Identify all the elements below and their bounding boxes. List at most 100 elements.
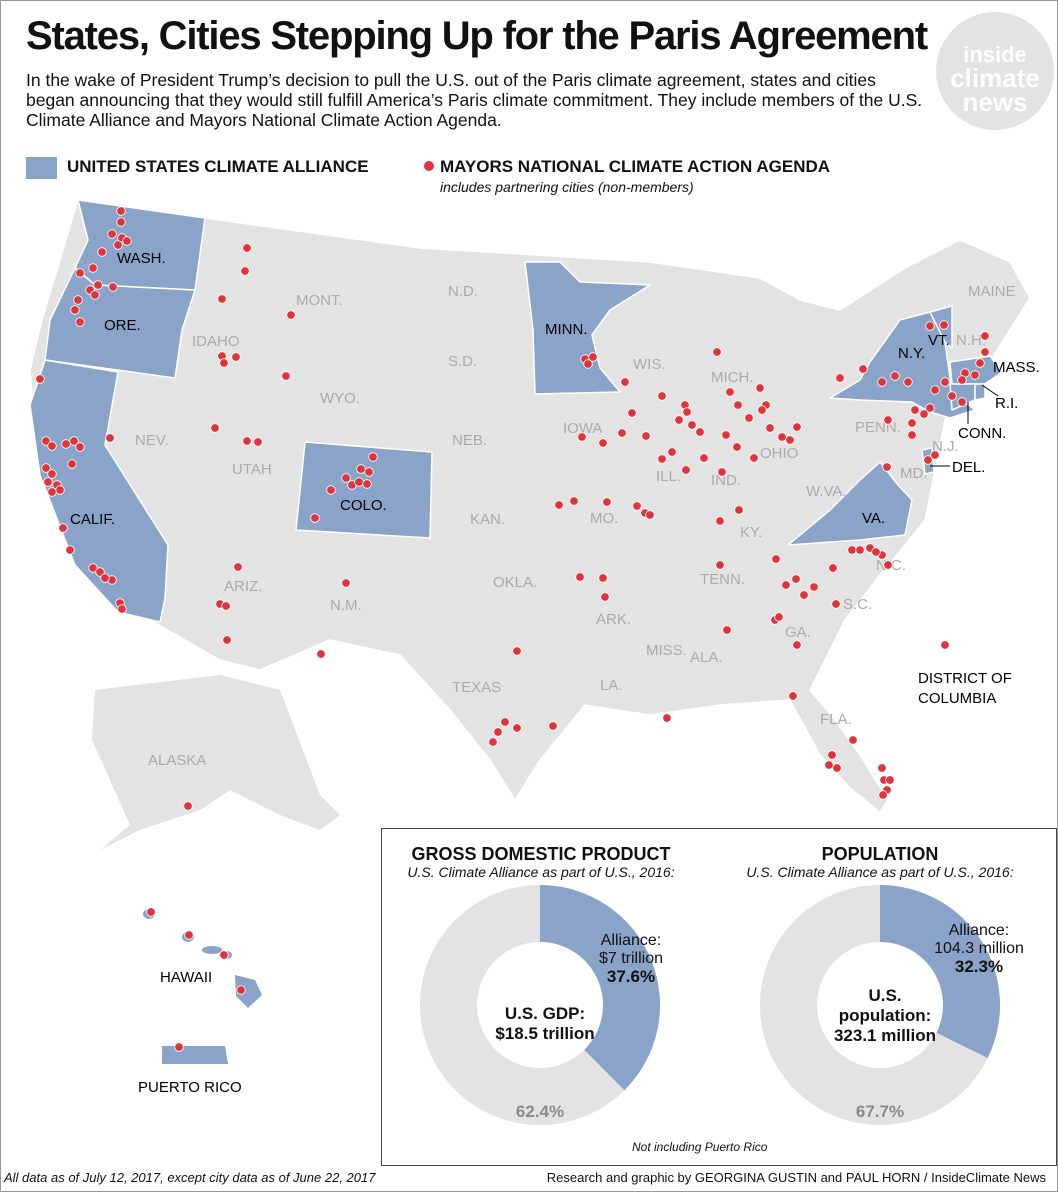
city-dot — [877, 377, 887, 387]
label-mo: MO. — [590, 510, 618, 527]
city-dot — [792, 422, 802, 432]
label-kan: KAN. — [470, 511, 505, 528]
legend-alliance: UNITED STATES CLIMATE ALLIANCE — [67, 157, 369, 176]
city-dot — [620, 377, 630, 387]
city-dot — [645, 510, 655, 520]
city-dot — [757, 405, 767, 415]
label-wis: WIS. — [633, 356, 666, 373]
city-dot — [221, 601, 231, 611]
population-alliance-line1: Alliance: — [948, 922, 1010, 939]
city-dot — [809, 582, 819, 592]
city-dots — [35, 206, 990, 1052]
city-dot — [105, 433, 115, 443]
city-dot — [174, 1042, 184, 1052]
city-dot — [575, 572, 585, 582]
city-dot — [356, 464, 366, 474]
label-del: DEL. — [952, 459, 985, 476]
label-nev: NEV. — [135, 432, 169, 449]
label-ny: N.Y. — [898, 345, 925, 362]
label-ga: GA. — [785, 624, 811, 641]
city-dot — [940, 640, 950, 650]
city-dot — [598, 573, 608, 583]
state-virginia — [787, 461, 913, 546]
label-minn: MINN. — [545, 321, 588, 338]
city-dot — [890, 371, 900, 381]
city-dot — [310, 513, 320, 523]
footer-data-note: All data as of July 12, 2017, except cit… — [4, 1170, 376, 1185]
state-rhode-island — [974, 383, 986, 401]
population-center-line2: population: — [838, 1006, 932, 1025]
city-dot — [947, 391, 957, 401]
city-dot — [695, 427, 705, 437]
label-dc-line1: DISTRICT OF — [918, 670, 1012, 687]
city-dot — [75, 442, 85, 452]
city-dot — [146, 907, 156, 917]
city-dot — [774, 612, 784, 622]
city-dot — [217, 294, 227, 304]
city-dot — [858, 364, 868, 374]
population-subtitle: U.S. Climate Alliance as part of U.S., 2… — [746, 864, 1014, 880]
gdp-alliance-label: Alliance: $7 trillion 37.6% — [586, 932, 676, 987]
legend-mayors: MAYORS NATIONAL CLIMATE ACTION AGENDA — [440, 157, 831, 176]
city-dot — [925, 403, 935, 413]
label-iowa: IOWA — [563, 420, 602, 437]
page-title: States, Cities Stepping Up for the Paris… — [26, 14, 928, 58]
city-dot — [107, 229, 117, 239]
population-donut — [760, 885, 1001, 1125]
label-nm: N.M. — [330, 597, 362, 614]
city-dot — [788, 691, 798, 701]
gdp-subtitle: U.S. Climate Alliance as part of U.S., 2… — [407, 864, 675, 880]
label-nd: N.D. — [448, 283, 478, 300]
label-puerto-rico: PUERTO RICO — [138, 1079, 242, 1096]
city-dot — [907, 430, 917, 440]
city-dot — [883, 415, 893, 425]
city-dot — [116, 206, 126, 216]
city-dot — [316, 649, 326, 659]
city-dot — [657, 391, 667, 401]
population-alliance-percent: 32.3% — [954, 957, 1004, 976]
city-dot — [721, 430, 731, 440]
city-dot — [907, 418, 917, 428]
city-dot — [781, 580, 791, 590]
population-center-line1: U.S. — [868, 986, 902, 1005]
city-dot — [824, 760, 834, 770]
city-dot — [712, 347, 722, 357]
city-dot — [957, 397, 967, 407]
city-dot — [657, 454, 667, 464]
city-dot — [831, 599, 841, 609]
label-utah: UTAH — [232, 461, 272, 478]
city-dot — [41, 463, 51, 473]
alliance-slice — [880, 885, 1001, 1059]
city-dot — [210, 423, 220, 433]
state-minnesota — [524, 261, 651, 395]
label-ala: ALA. — [690, 649, 723, 666]
city-dot — [777, 432, 787, 442]
city-dot — [792, 640, 802, 650]
label-ore: ORE. — [104, 317, 141, 334]
city-dot — [919, 409, 929, 419]
label-md: MD. — [900, 465, 928, 482]
gdp-alliance-line1: Alliance: — [600, 932, 662, 949]
city-dot — [500, 717, 510, 727]
city-dot — [627, 408, 637, 418]
logo-line2: climate — [950, 63, 1040, 93]
city-dot — [73, 295, 83, 305]
city-dot — [75, 268, 85, 278]
label-sd: S.D. — [448, 353, 477, 370]
city-dot — [231, 352, 241, 362]
city-dot — [923, 455, 933, 465]
city-dot — [368, 452, 378, 462]
label-mich: MICH. — [711, 369, 754, 386]
city-dot — [253, 437, 263, 447]
city-dot — [699, 453, 709, 463]
city-dot — [88, 563, 98, 573]
city-dot — [717, 467, 727, 477]
population-center-label: U.S. population: 323.1 million — [820, 986, 950, 1046]
city-dot — [682, 407, 692, 417]
city-dot — [341, 473, 351, 483]
city-dot — [90, 290, 100, 300]
label-va: VA. — [862, 510, 885, 527]
city-dot — [939, 320, 949, 330]
